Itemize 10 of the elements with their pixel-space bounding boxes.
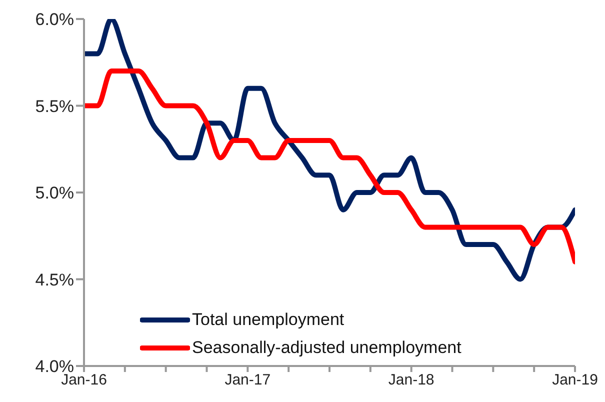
y-tick-label: 5.0% (35, 184, 74, 203)
legend-label: Seasonally-adjusted unemployment (192, 337, 462, 359)
x-tick-label: Jan-19 (552, 372, 598, 389)
y-tick-label: 4.5% (35, 270, 74, 290)
legend-label: Total unemployment (192, 309, 344, 331)
x-tick-label: Jan-16 (61, 372, 107, 389)
x-tick-label: Jan-18 (388, 372, 434, 389)
y-tick-label: 6.0% (35, 10, 74, 30)
x-tick-label: Jan-17 (224, 372, 271, 389)
y-tick-label: 5.5% (35, 96, 74, 116)
